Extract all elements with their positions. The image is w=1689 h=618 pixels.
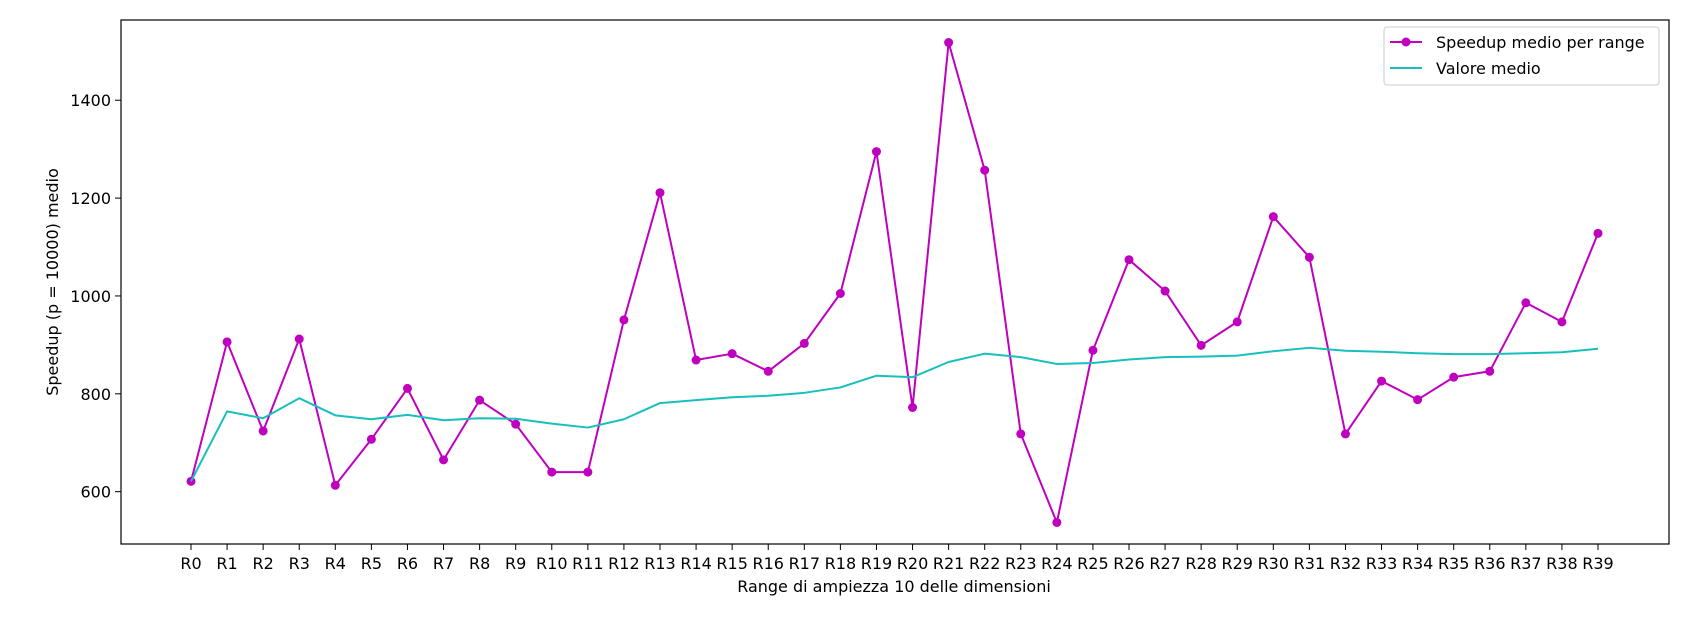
data-point: [727, 349, 737, 359]
data-point: [1016, 429, 1026, 439]
data-point: [475, 395, 485, 405]
legend-label-valore-medio: Valore medio: [1436, 59, 1541, 78]
data-point: [691, 355, 701, 365]
x-tick-label: R39: [1582, 554, 1613, 573]
data-point: [871, 147, 881, 157]
data-point: [511, 419, 521, 429]
x-tick-label: R26: [1113, 554, 1144, 573]
x-tick-label: R4: [325, 554, 346, 573]
legend-marker-speedup: [1401, 37, 1411, 47]
data-point: [1304, 252, 1314, 262]
y-axis: 600 800 1000 1200 1400: [70, 91, 121, 502]
data-point: [1052, 517, 1062, 527]
data-point: [1449, 372, 1459, 382]
data-point: [1340, 429, 1350, 439]
x-tick-label: R19: [861, 554, 892, 573]
data-point: [222, 337, 232, 347]
data-point: [835, 288, 845, 298]
x-tick-label: R24: [1041, 554, 1072, 573]
data-point: [1377, 376, 1387, 386]
x-tick-label: R14: [680, 554, 711, 573]
x-tick-label: R30: [1258, 554, 1289, 573]
data-point: [1268, 212, 1278, 222]
legend-box: [1383, 26, 1660, 86]
data-point: [402, 383, 412, 393]
x-tick-label: R36: [1474, 554, 1505, 573]
data-point: [583, 467, 593, 477]
x-tick-label: R31: [1294, 554, 1325, 573]
data-point: [1196, 340, 1206, 350]
data-point: [1232, 317, 1242, 327]
x-tick-label: R34: [1402, 554, 1433, 573]
data-point: [1557, 317, 1567, 327]
x-tick-label: R16: [752, 554, 783, 573]
data-point: [1124, 255, 1134, 265]
x-tick-label: R29: [1221, 554, 1252, 573]
data-point: [439, 455, 449, 465]
x-tick-label: R1: [216, 554, 237, 573]
y-tick-label: 1200: [70, 189, 111, 208]
x-tick-label: R13: [644, 554, 675, 573]
x-tick-label: R33: [1366, 554, 1397, 573]
plot-area-frame: [120, 19, 1670, 545]
x-tick-label: R5: [361, 554, 382, 573]
x-tick-label: R6: [397, 554, 418, 573]
data-point: [1088, 345, 1098, 355]
y-tick-label: 1400: [70, 91, 111, 110]
x-tick-label: R3: [289, 554, 310, 573]
x-tick-label: R15: [716, 554, 747, 573]
x-tick-label: R8: [469, 554, 490, 573]
data-point: [1160, 286, 1170, 296]
x-tick-label: R9: [505, 554, 526, 573]
x-axis-title: Range di ampiezza 10 delle dimensioni: [737, 577, 1051, 596]
series-line-0: [190, 41, 1599, 524]
data-point: [1413, 395, 1423, 405]
x-tick-label: R12: [608, 554, 639, 573]
y-axis-title: Speedup (p = 10000) medio: [43, 168, 62, 396]
data-point: [799, 338, 809, 348]
data-point: [944, 38, 954, 48]
data-point: [619, 315, 629, 325]
x-tick-label: R7: [433, 554, 454, 573]
data-point: [547, 467, 557, 477]
x-tick-label: R18: [825, 554, 856, 573]
series-line-1: [190, 346, 1599, 482]
x-tick-label: R22: [969, 554, 1000, 573]
x-tick-label: R35: [1438, 554, 1469, 573]
data-point: [186, 476, 196, 486]
x-tick-label: R2: [253, 554, 274, 573]
x-tick-label: R20: [897, 554, 928, 573]
data-point: [1485, 366, 1495, 376]
data-point: [1593, 228, 1603, 238]
data-point: [258, 426, 268, 436]
x-tick-label: R10: [536, 554, 567, 573]
data-point: [330, 480, 340, 490]
x-tick-label: R25: [1077, 554, 1108, 573]
data-point: [655, 188, 665, 198]
data-point: [980, 165, 990, 175]
y-tick-label: 1000: [70, 287, 111, 306]
x-axis: R0 R1 R2 R3 R4 R5 R6 R7 R8 R9 R10 R11 R12 R13 R14 R15 R1…: [180, 544, 1614, 573]
data-point: [1521, 298, 1531, 308]
x-tick-label: R17: [789, 554, 820, 573]
y-tick-label: 600: [80, 483, 111, 502]
data-point: [366, 434, 376, 444]
legend: Speedup medio per range Valore medio: [1383, 26, 1660, 86]
x-tick-label: R11: [572, 554, 603, 573]
x-tick-label: R0: [180, 554, 201, 573]
x-tick-label: R32: [1330, 554, 1361, 573]
y-tick-label: 800: [80, 385, 111, 404]
legend-label-speedup: Speedup medio per range: [1436, 33, 1645, 52]
x-tick-label: R38: [1546, 554, 1577, 573]
x-tick-label: R27: [1149, 554, 1180, 573]
data-point: [763, 366, 773, 376]
x-tick-label: R37: [1510, 554, 1541, 573]
series-layer: [186, 38, 1603, 527]
data-point: [908, 402, 918, 412]
x-tick-label: R21: [933, 554, 964, 573]
x-tick-label: R28: [1185, 554, 1216, 573]
x-tick-label: R23: [1005, 554, 1036, 573]
data-point: [294, 334, 304, 344]
